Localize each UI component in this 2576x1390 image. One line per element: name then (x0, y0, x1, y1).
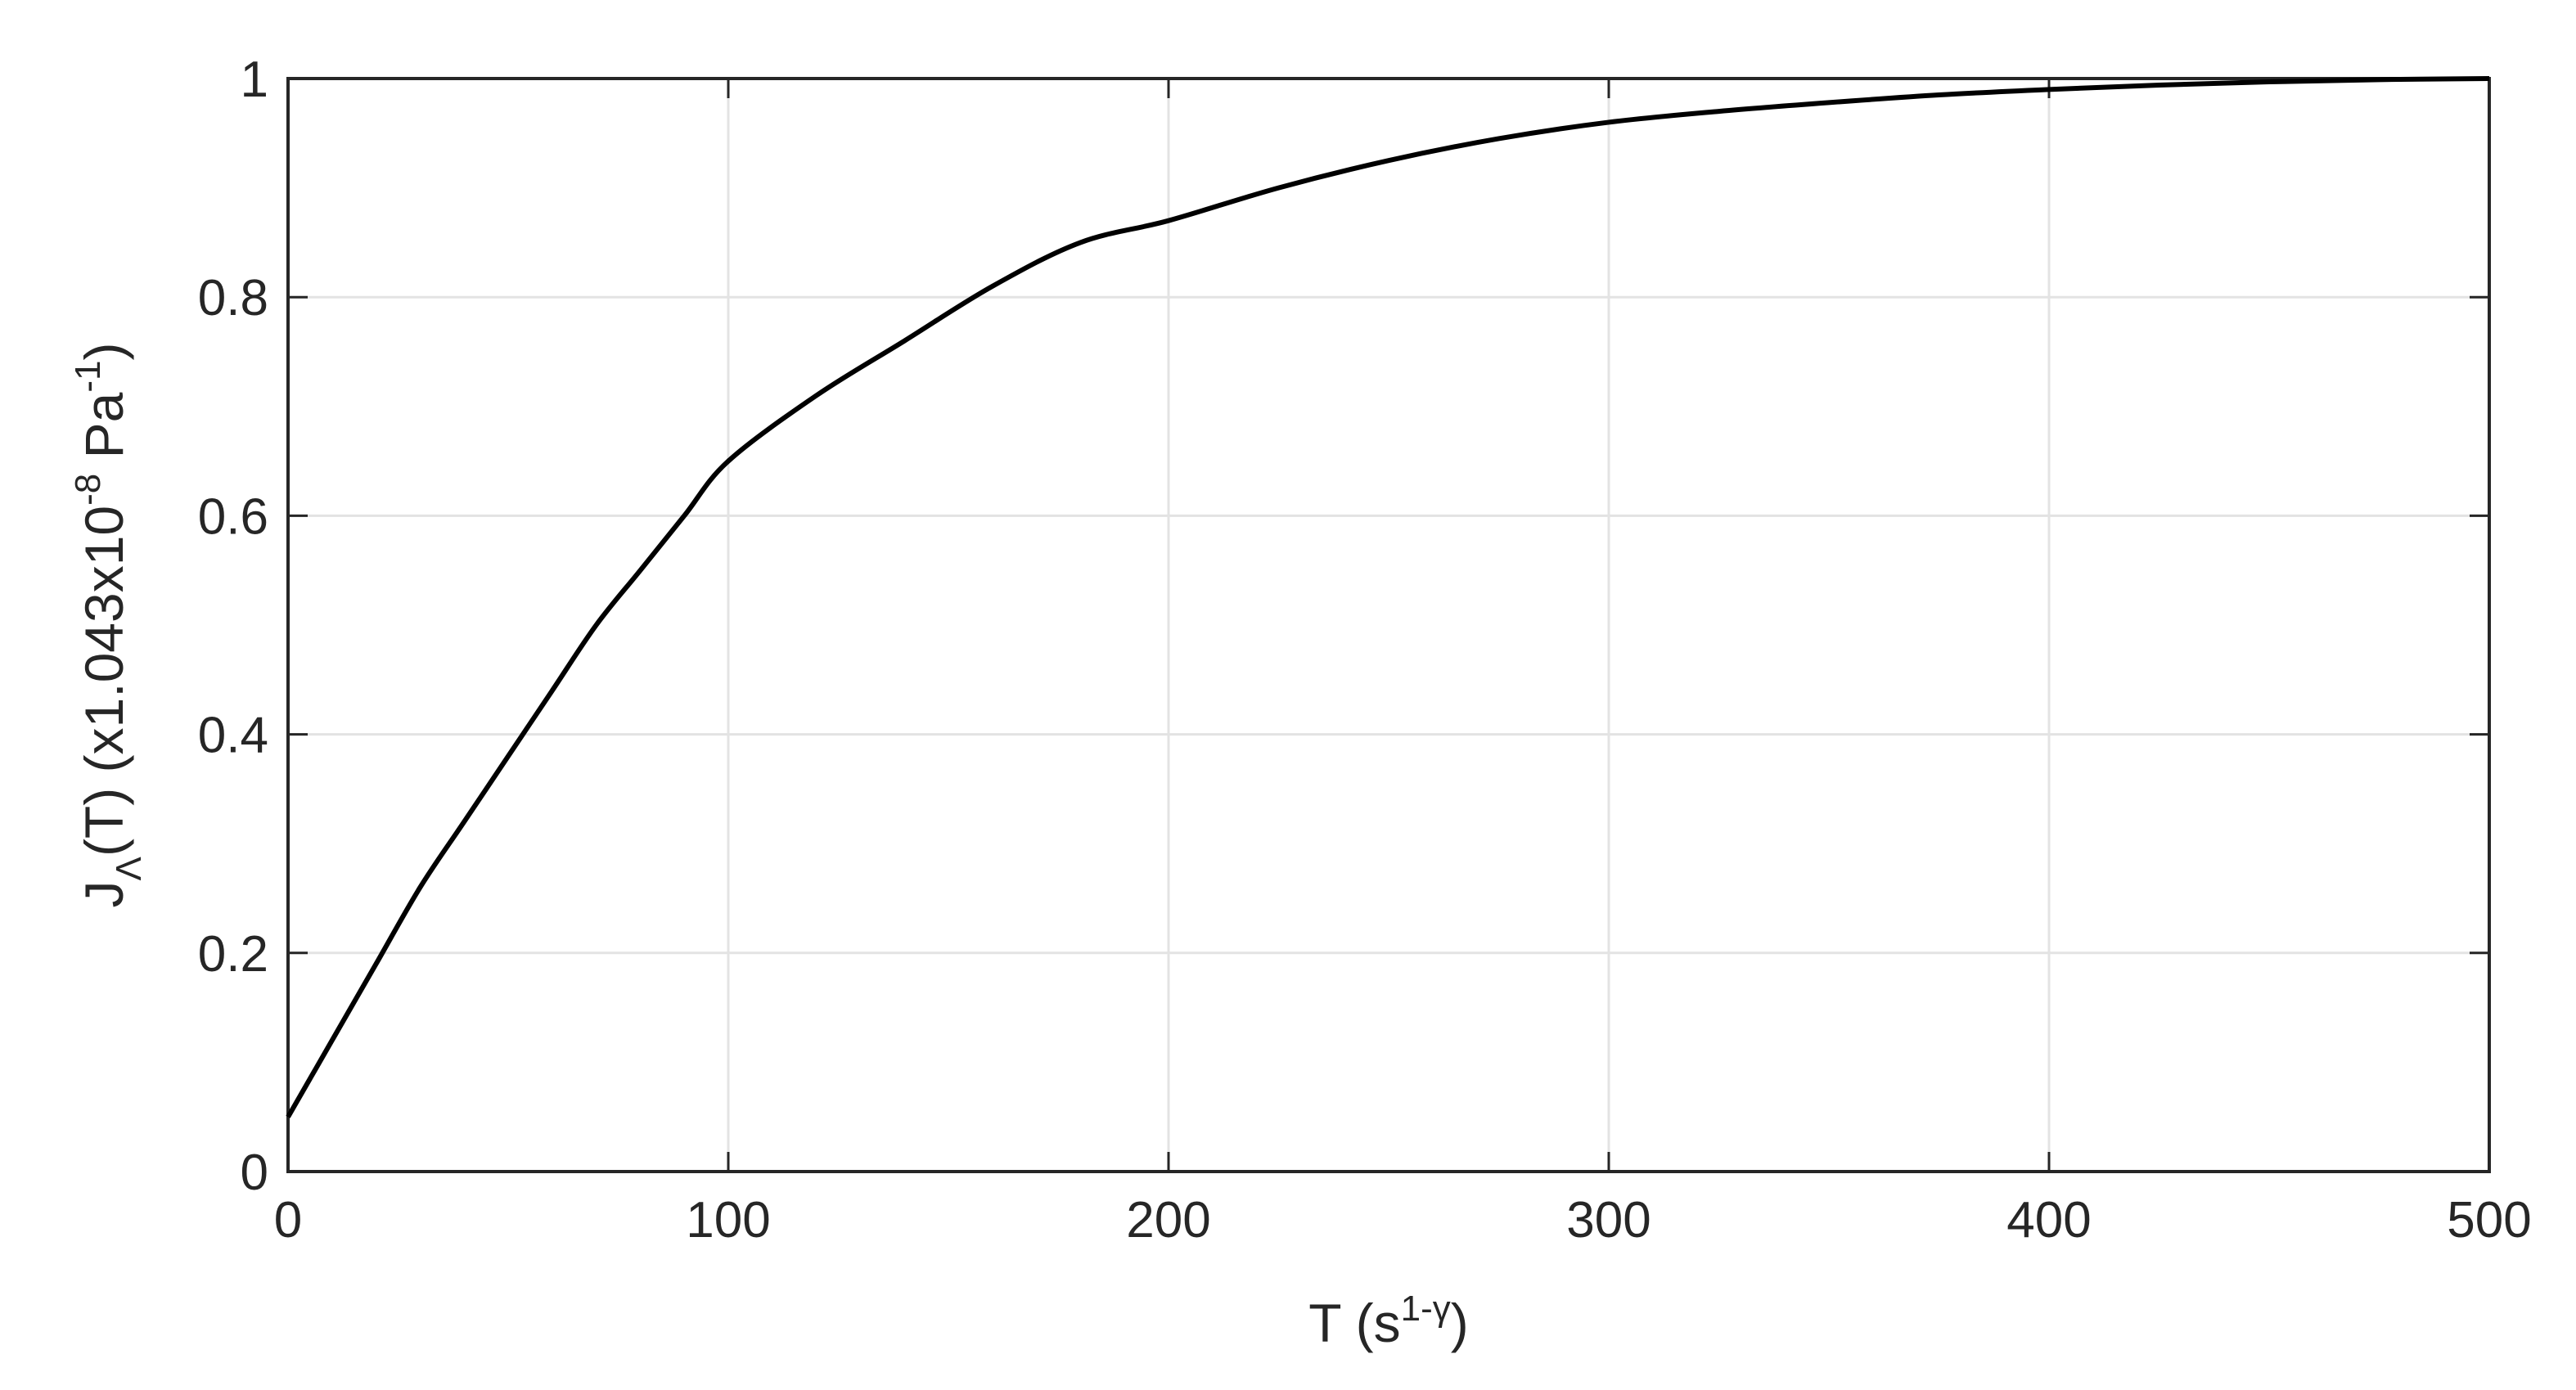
x-axis-label: T (s1-γ) (1308, 1289, 1469, 1353)
y-tick-label: 1 (241, 52, 268, 108)
ticks: 0 100 200 300 400 500 0 0.2 0.4 0.6 0.8 1 (198, 52, 2532, 1248)
x-tick-label: 300 (1566, 1192, 1651, 1248)
y-tick-label: 0.2 (198, 926, 268, 983)
x-tick-label: 200 (1126, 1192, 1210, 1248)
x-tick-label: 400 (2006, 1192, 2091, 1248)
y-axis-label-exp: -8 (68, 474, 108, 506)
y-axis-label-sub: Λ (109, 856, 149, 880)
y-tick-label: 0.6 (198, 488, 268, 545)
x-tick-label: 500 (2447, 1192, 2531, 1248)
y-axis-label-unit: Pa (74, 392, 134, 473)
y-axis-label-unit-exp: -1 (68, 361, 108, 393)
y-axis-label-arg: (T) (x1.043x10 (74, 506, 134, 857)
y-axis-label: JΛ(T) (x1.043x10-8 Pa-1) (68, 343, 149, 908)
x-axis-label-unit-close: ) (1451, 1293, 1469, 1353)
y-axis-label-main: J (74, 880, 134, 907)
grid (288, 79, 2489, 1172)
y-tick-label: 0.4 (198, 708, 268, 764)
x-tick-label: 0 (274, 1192, 302, 1248)
y-tick-label: 0.8 (198, 270, 268, 326)
x-axis-label-main: T (1308, 1293, 1340, 1353)
plot-frame (286, 77, 2491, 1173)
y-tick-label: 0 (241, 1145, 268, 1201)
series-line (286, 76, 2490, 1118)
series-layer (286, 76, 2490, 1118)
x-tick-label: 100 (686, 1192, 770, 1248)
x-axis-label-unit-sup: 1-γ (1401, 1289, 1451, 1329)
x-axis-label-unit-open: (s (1340, 1293, 1400, 1353)
y-axis-label-close: ) (74, 343, 134, 361)
